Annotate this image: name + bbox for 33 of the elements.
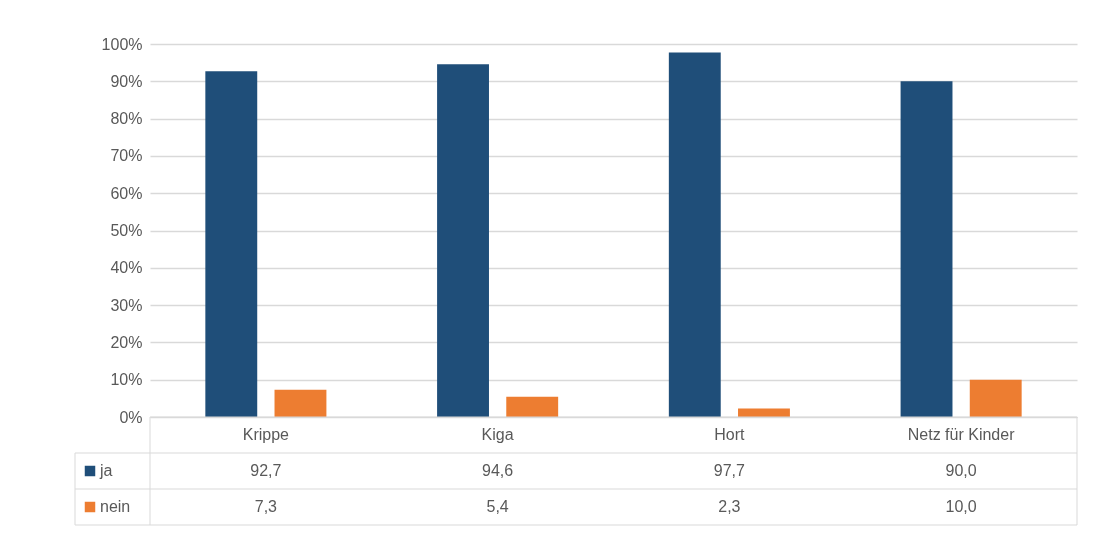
y-tick-label: 90% (110, 72, 143, 90)
y-tick-label: 50% (110, 222, 143, 239)
y-tick-label: 100% (101, 35, 143, 53)
y-tick-label: 10% (110, 371, 143, 389)
y-tick-label: 0% (119, 408, 143, 426)
data-label: 7,3 (254, 498, 278, 515)
data-label: 92,7 (250, 462, 282, 479)
data-label: 2,3 (718, 498, 741, 515)
data-label: 97,7 (713, 462, 746, 479)
data-label: 5,4 (486, 498, 509, 515)
y-tick-label: 70% (110, 147, 143, 165)
bar (900, 81, 953, 417)
data-label: 10,0 (945, 498, 977, 515)
y-tick-label: 80% (110, 110, 143, 128)
legend-label: ja (99, 462, 113, 479)
y-tick-label: 20% (110, 333, 143, 351)
bar (506, 396, 559, 417)
bar (274, 389, 327, 417)
bar (205, 71, 258, 417)
bar (668, 52, 721, 417)
y-tick-label: 40% (110, 259, 143, 277)
y-tick-label: 30% (110, 296, 143, 314)
x-tick-label: Netz für Kinder (907, 426, 1016, 443)
x-tick-label: Hort (714, 426, 746, 443)
y-tick-label: 60% (110, 184, 143, 202)
bar (437, 64, 489, 417)
x-tick-label: Krippe (242, 426, 290, 443)
bar (969, 379, 1022, 417)
data-label: 94,6 (482, 462, 514, 479)
x-tick-label: Kiga (481, 426, 514, 443)
bar (738, 408, 790, 417)
legend-label: nein (100, 498, 131, 515)
data-label: 90,0 (945, 462, 977, 479)
